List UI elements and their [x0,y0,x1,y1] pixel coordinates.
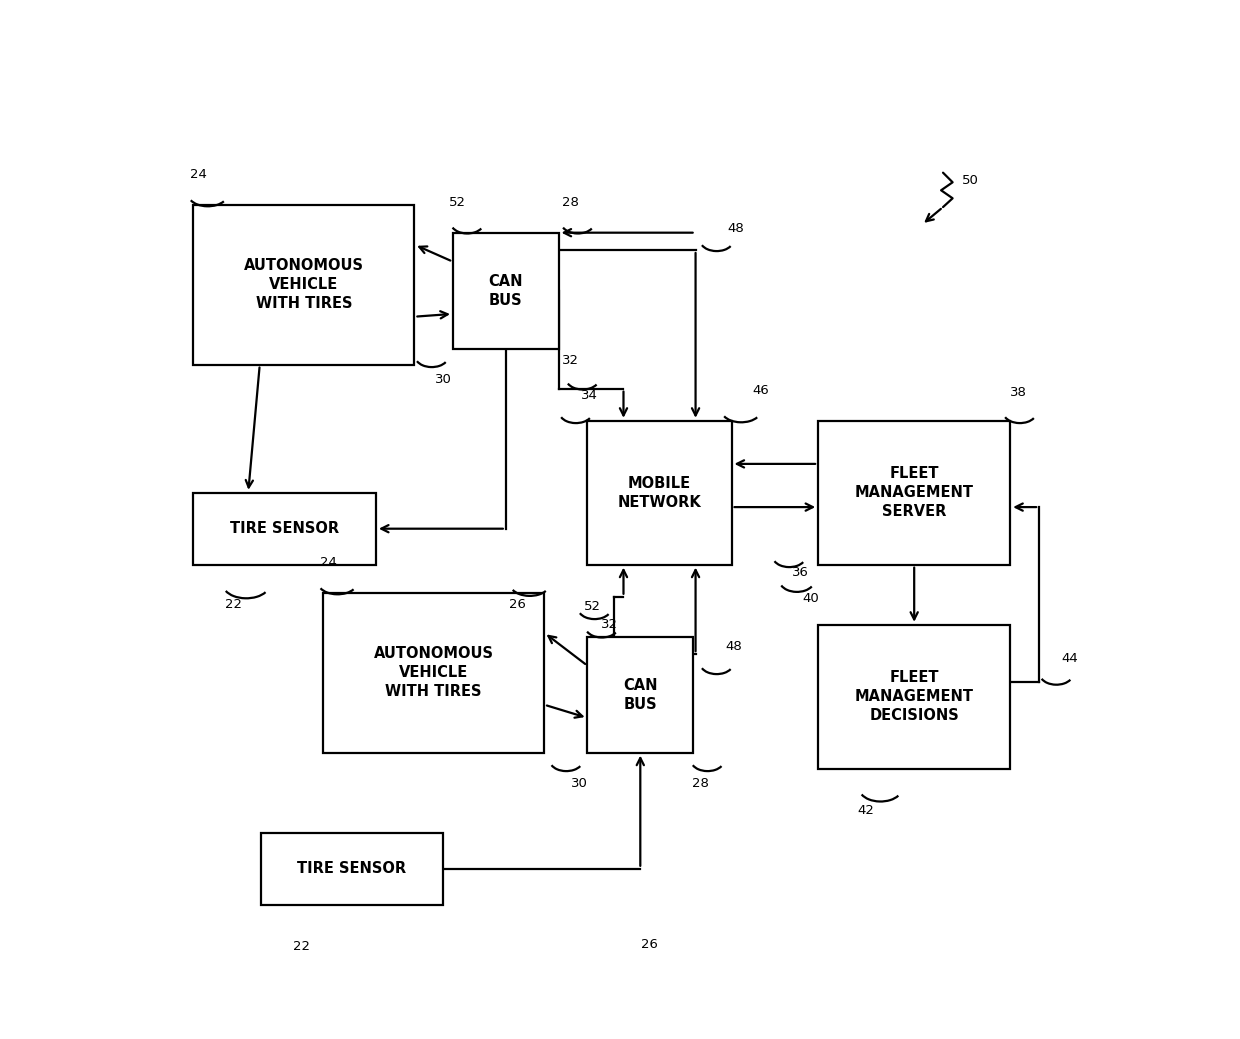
Text: 24: 24 [320,556,336,568]
FancyBboxPatch shape [260,832,444,905]
Text: 24: 24 [190,167,207,181]
Text: 44: 44 [1061,651,1079,665]
Text: AUTONOMOUS
VEHICLE
WITH TIRES: AUTONOMOUS VEHICLE WITH TIRES [373,646,494,699]
Text: 28: 28 [562,195,579,209]
Text: 30: 30 [435,373,451,385]
Text: 38: 38 [1009,387,1027,399]
Text: 48: 48 [728,222,744,235]
Text: TIRE SENSOR: TIRE SENSOR [231,522,340,536]
Text: CAN
BUS: CAN BUS [489,273,523,308]
Text: TIRE SENSOR: TIRE SENSOR [298,861,407,876]
Text: 42: 42 [858,804,874,817]
Text: 30: 30 [572,776,588,790]
Text: 32: 32 [562,354,579,367]
Text: 48: 48 [725,640,743,652]
FancyBboxPatch shape [818,421,1011,565]
Text: 50: 50 [961,175,978,187]
Text: FLEET
MANAGEMENT
DECISIONS: FLEET MANAGEMENT DECISIONS [854,670,973,723]
FancyBboxPatch shape [193,205,414,365]
Text: 52: 52 [449,195,466,209]
Text: 34: 34 [580,389,598,402]
Text: 22: 22 [293,940,310,953]
Text: 36: 36 [792,566,810,579]
FancyBboxPatch shape [453,233,558,349]
FancyBboxPatch shape [818,624,1011,769]
FancyBboxPatch shape [588,421,732,565]
Text: 22: 22 [226,598,242,611]
FancyBboxPatch shape [193,492,376,565]
Text: MOBILE
NETWORK: MOBILE NETWORK [618,476,702,510]
Text: 26: 26 [641,938,658,952]
FancyBboxPatch shape [324,592,544,752]
FancyBboxPatch shape [588,637,693,752]
Text: AUTONOMOUS
VEHICLE
WITH TIRES: AUTONOMOUS VEHICLE WITH TIRES [244,258,365,312]
Text: 26: 26 [508,598,526,611]
Text: 32: 32 [600,618,618,632]
Text: 52: 52 [584,600,600,613]
Text: 46: 46 [751,383,769,397]
Text: CAN
BUS: CAN BUS [622,677,657,712]
Text: 28: 28 [692,776,709,790]
Text: 40: 40 [802,592,818,605]
Text: FLEET
MANAGEMENT
SERVER: FLEET MANAGEMENT SERVER [854,467,973,520]
